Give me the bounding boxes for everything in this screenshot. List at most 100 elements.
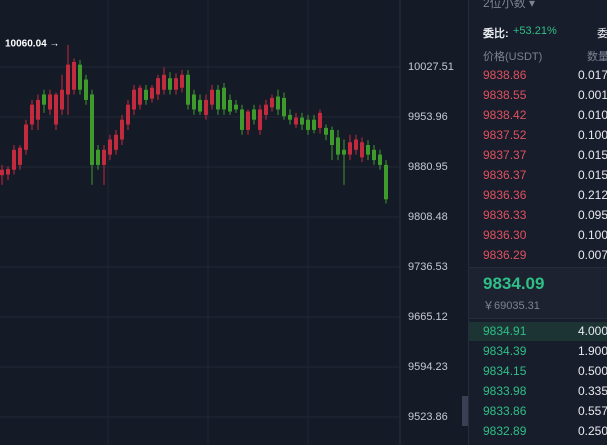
candle-body bbox=[318, 112, 322, 128]
candle-body bbox=[84, 79, 88, 100]
bid-qty: 0.335 bbox=[578, 384, 607, 398]
ask-qty: 0.010 bbox=[578, 108, 607, 122]
ask-qty: 0.212 bbox=[578, 188, 607, 202]
candle-body bbox=[264, 104, 268, 115]
ratio-label: 委比: bbox=[483, 28, 509, 40]
y-tick-label: 10027.51 bbox=[408, 61, 454, 73]
bid-price: 9832.89 bbox=[483, 424, 527, 438]
bid-qty: 0.500 bbox=[578, 364, 607, 378]
bid-price: 9834.15 bbox=[483, 364, 527, 378]
ask-price: 9836.37 bbox=[483, 168, 527, 182]
candle-body bbox=[228, 99, 232, 112]
candle-body bbox=[204, 99, 208, 115]
candle-body bbox=[360, 142, 364, 158]
ask-price: 9836.33 bbox=[483, 208, 527, 222]
y-tick-label: 9523.86 bbox=[408, 411, 448, 423]
candle-body bbox=[336, 137, 340, 155]
ask-qty: 0.1000 bbox=[578, 128, 607, 142]
scroll-handle[interactable] bbox=[462, 396, 468, 426]
candle-body bbox=[30, 104, 34, 125]
ask-price: 9838.55 bbox=[483, 88, 527, 102]
candle-body bbox=[174, 78, 178, 90]
ask-qty: 0.017 bbox=[578, 68, 607, 82]
precision-select[interactable]: 2位小数 ▾ bbox=[483, 0, 536, 10]
y-tick-label: 9736.53 bbox=[408, 261, 448, 273]
ask-price: 9836.30 bbox=[483, 228, 527, 242]
candle-body bbox=[234, 104, 238, 110]
candle-body bbox=[120, 119, 124, 140]
candle-body bbox=[24, 124, 28, 150]
candle-body bbox=[306, 119, 310, 130]
candle-body bbox=[342, 149, 346, 155]
ask-price: 9836.36 bbox=[483, 188, 527, 202]
candle-body bbox=[240, 109, 244, 130]
bid-price: 9834.91 bbox=[483, 324, 527, 338]
candle-body bbox=[102, 149, 106, 165]
ask-price: 9838.86 bbox=[483, 68, 527, 82]
y-tick-label: 9665.12 bbox=[408, 311, 448, 323]
ask-price: 9838.42 bbox=[483, 108, 527, 122]
candle-body bbox=[216, 89, 220, 110]
mid-panel bbox=[469, 267, 607, 319]
candle-body bbox=[384, 164, 388, 200]
candle-body bbox=[114, 134, 118, 150]
last-price-cny: ￥69035.31 bbox=[483, 300, 540, 312]
ask-qty: 0.015 bbox=[578, 148, 607, 162]
order-book: 2位小数 ▾ 委比: +53.21% 委 价格(USDT) 数量 9834.09… bbox=[468, 0, 607, 445]
ratio: +53.21% bbox=[513, 25, 557, 37]
row-highlight bbox=[469, 322, 607, 341]
ask-qty: 0.095 bbox=[578, 208, 607, 222]
bid-qty: 0.557 bbox=[578, 404, 607, 418]
candle-body bbox=[270, 97, 274, 108]
candle-body bbox=[156, 78, 160, 95]
candle-body bbox=[210, 89, 214, 105]
ask-qty: 0.001 bbox=[578, 88, 607, 102]
candle-body bbox=[324, 127, 328, 135]
ask-price: 9837.37 bbox=[483, 148, 527, 162]
candle-body bbox=[162, 74, 166, 90]
candle-body bbox=[252, 109, 256, 120]
candle-body bbox=[54, 94, 58, 125]
y-tick-label: 9594.23 bbox=[408, 361, 448, 373]
ask-qty: 0.100 bbox=[578, 228, 607, 242]
qty-header: 数量 bbox=[587, 51, 607, 63]
candle-body bbox=[42, 94, 46, 105]
candle-body bbox=[366, 145, 370, 155]
candle-body bbox=[48, 94, 52, 110]
candle-body bbox=[198, 99, 202, 112]
candle-body bbox=[276, 96, 280, 110]
candle-body bbox=[132, 89, 136, 110]
candle-body bbox=[192, 94, 196, 110]
ask-price: 9837.52 bbox=[483, 128, 527, 142]
annotation: 10060.04 → bbox=[5, 39, 60, 50]
candle-body bbox=[246, 111, 250, 130]
ratio-label-2: 委 bbox=[597, 28, 607, 40]
candle-body bbox=[96, 149, 100, 165]
candle-body bbox=[60, 89, 64, 110]
bid-price: 9833.98 bbox=[483, 384, 527, 398]
candle-body bbox=[258, 109, 262, 130]
candle-body bbox=[36, 99, 40, 120]
candle-body bbox=[6, 169, 10, 175]
y-tick-label: 9880.95 bbox=[408, 161, 448, 173]
last-price: 9834.09 bbox=[483, 274, 545, 293]
candle-body bbox=[378, 154, 382, 165]
candle-body bbox=[288, 114, 292, 120]
bid-price: 9834.39 bbox=[483, 344, 527, 358]
candle-body bbox=[354, 139, 358, 150]
y-tick-label: 9953.96 bbox=[408, 111, 448, 123]
candle-body bbox=[330, 129, 334, 146]
candle-body bbox=[372, 149, 376, 161]
candle-body bbox=[72, 61, 76, 90]
candle-body bbox=[108, 139, 112, 155]
y-tick-label: 9808.48 bbox=[408, 211, 448, 223]
bid-qty: 4.000 bbox=[578, 324, 607, 338]
candle-body bbox=[66, 64, 70, 95]
candle-body bbox=[180, 74, 184, 88]
candle-body bbox=[294, 117, 298, 125]
candle-body bbox=[144, 89, 148, 100]
price-header: 价格(USDT) bbox=[483, 51, 543, 63]
candle-body bbox=[126, 104, 130, 125]
candle-body bbox=[150, 87, 154, 99]
